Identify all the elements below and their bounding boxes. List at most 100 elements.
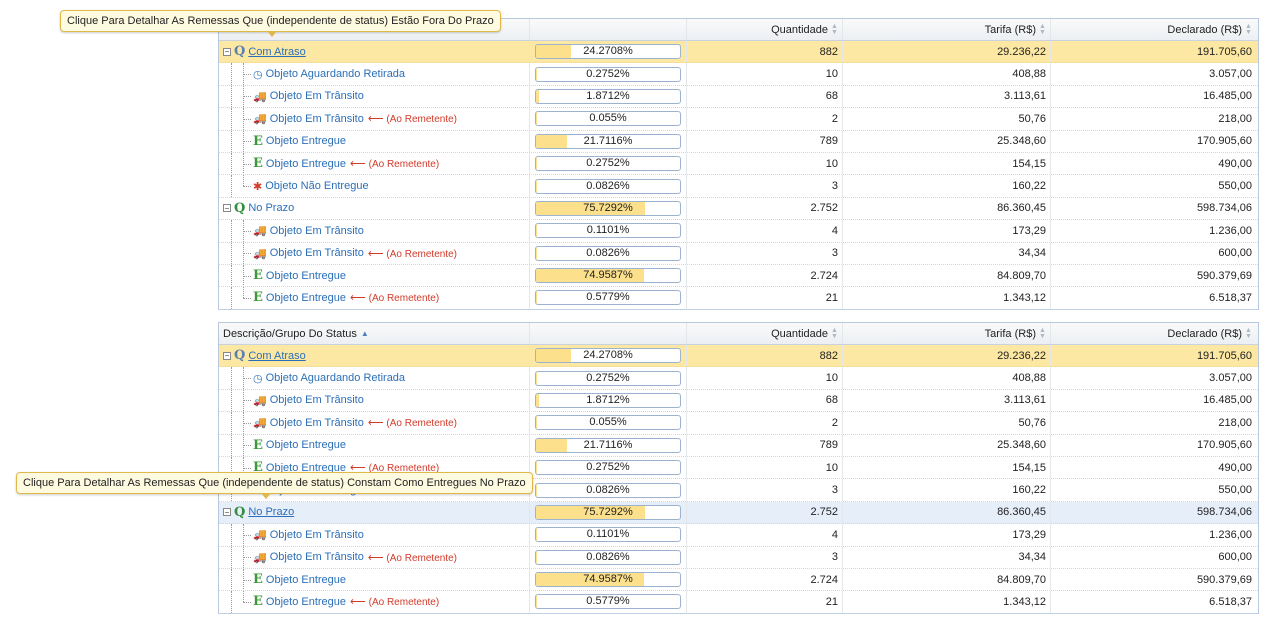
table-row[interactable]: E Objeto Entregue ⟵ (Ao Remetente) 0.5779% 2… <box>219 287 1258 310</box>
delivered-icon: E <box>253 133 263 149</box>
declarado-cell: 600,00 <box>1218 247 1252 260</box>
tarifa-cell: 1.343,12 <box>843 591 1051 613</box>
quantidade-cell: 2 <box>687 412 843 434</box>
status-label[interactable]: Objeto Entregue <box>265 595 347 608</box>
clock-icon: ◷ <box>253 372 263 385</box>
header-declarado[interactable]: Declarado (R$) ▲ ▼ <box>1051 19 1258 40</box>
status-label[interactable]: Objeto Em Trânsito <box>269 528 364 541</box>
header-tarifa[interactable]: Tarifa (R$) ▲ ▼ <box>843 323 1051 344</box>
sort-icon[interactable]: ▲ ▼ <box>1039 326 1046 340</box>
header-quantidade-label: Quantidade <box>771 23 828 36</box>
desc-cell: 🚚 Objeto Em Trânsito ⟵ (Ao Remetente) <box>219 412 530 434</box>
table-row[interactable]: ◷ Objeto Aguardando Retirada 0.2752% 10 408,… <box>219 367 1258 390</box>
desc-cell: 🚚 Objeto Em Trânsito <box>219 524 530 546</box>
table-row[interactable]: 🚚 Objeto Em Trânsito 0.1101% 4 173,29 1.236,0… <box>219 524 1258 547</box>
desc-cell: E Objeto Entregue <box>219 130 530 152</box>
pct-cell: 0.0826% <box>530 546 687 568</box>
return-label: (Ao Remetente) <box>368 463 440 475</box>
status-label[interactable]: Objeto Aguardando Retirada <box>265 372 406 385</box>
header-quantidade[interactable]: Quantidade ▲ ▼ <box>687 323 843 344</box>
tarifa-cell: 154,15 <box>843 152 1051 175</box>
table-row[interactable]: ◷ Objeto Aguardando Retirada 0.2752% 10 408,… <box>219 63 1258 86</box>
status-label[interactable]: Objeto Não Entregue <box>265 180 369 193</box>
table-row[interactable]: E Objeto Entregue ⟵ (Ao Remetente) 0.2752% 1… <box>219 152 1258 176</box>
sort-icon[interactable]: ▲ ▼ <box>831 22 838 36</box>
tree-lines <box>223 242 253 264</box>
header-declarado[interactable]: Declarado (R$) ▲ ▼ <box>1051 323 1258 344</box>
status-label[interactable]: Objeto Em Trânsito <box>269 90 364 103</box>
status-label[interactable]: Objeto Entregue <box>265 439 347 452</box>
status-label[interactable]: Objeto Em Trânsito <box>269 416 364 429</box>
grid-body: − Q Com Atraso 24.2708% 882 29.236,22 191.705,… <box>219 41 1258 310</box>
status-label[interactable]: Objeto Em Trânsito <box>269 247 364 260</box>
header-tarifa[interactable]: Tarifa (R$) ▲ ▼ <box>843 19 1051 40</box>
status-label[interactable]: Objeto Entregue <box>265 135 347 148</box>
collapse-icon[interactable]: − <box>223 203 231 213</box>
delivered-icon: E <box>253 290 263 306</box>
sort-icon[interactable]: ▲ ▼ <box>831 326 838 340</box>
table-row[interactable]: E Objeto Entregue ⟵ (Ao Remetente) 0.5779% 2… <box>219 591 1258 614</box>
status-label[interactable]: Objeto Entregue <box>265 291 347 304</box>
desc-cell: ◷ Objeto Aguardando Retirada <box>219 63 530 85</box>
progress-text: 0.2752% <box>586 371 630 384</box>
arrow-left-icon: ⟵ <box>350 158 366 171</box>
table-row[interactable]: E Objeto Entregue ⟵ (Ao Remetente) 0.2752% 1… <box>219 456 1258 480</box>
table-row[interactable]: 🚚 Objeto Em Trânsito ⟵ (Ao Remetente) 0.082… <box>219 546 1258 569</box>
table-row[interactable]: 🚚 Objeto Em Trânsito ⟵ (Ao Remetente) 0.055… <box>219 412 1258 435</box>
progress-text: 0.055% <box>589 112 627 125</box>
collapse-icon[interactable]: − <box>223 47 231 57</box>
status-label[interactable]: Objeto Entregue <box>265 461 347 474</box>
header-desc-empty[interactable] <box>219 19 530 40</box>
group-row[interactable]: − Q No Prazo 75.7292% 2.752 86.360,45 598.734,… <box>219 197 1258 221</box>
collapse-icon[interactable]: − <box>223 351 231 361</box>
sort-icon[interactable]: ▲ ▼ <box>1245 22 1252 36</box>
pct-cell: 0.0826% <box>530 175 687 197</box>
group-row[interactable]: − Q Com Atraso 24.2708% 882 29.236,22 191.705,… <box>219 345 1258 368</box>
status-label[interactable]: Objeto Em Trânsito <box>269 112 364 125</box>
header-quantidade[interactable]: Quantidade ▲ ▼ <box>687 19 843 40</box>
table-row[interactable]: 🚚 Objeto Em Trânsito 1.8712% 68 3.113,61 16.4… <box>219 85 1258 109</box>
status-label[interactable]: Objeto Entregue <box>265 157 347 170</box>
status-label[interactable]: Objeto Em Trânsito <box>269 551 364 564</box>
tarifa-cell: 1.343,12 <box>843 287 1051 309</box>
table-row[interactable]: 🚚 Objeto Em Trânsito ⟵ (Ao Remetente) 0.055… <box>219 108 1258 131</box>
table-row[interactable]: E Objeto Entregue 74.9587% 2.724 84.809,70 59… <box>219 568 1258 592</box>
header-desc[interactable]: Descrição/Grupo Do Status ▲ <box>219 323 530 344</box>
pct-cell: 21.7116% <box>530 434 687 456</box>
group-row[interactable]: − Q No Prazo 75.7292% 2.752 86.360,45 598.734,… <box>219 501 1258 525</box>
sort-icon[interactable]: ▲ ▼ <box>1039 22 1046 36</box>
pct-cell: 74.9587% <box>530 264 687 287</box>
table-row[interactable]: E Objeto Entregue 21.7116% 789 25.348,60 170.… <box>219 130 1258 153</box>
group-label[interactable]: Com Atraso <box>248 349 306 362</box>
group-row[interactable]: − Q Com Atraso 24.2708% 882 29.236,22 191.705,… <box>219 41 1258 64</box>
table-row[interactable]: 🚚 Objeto Em Trânsito 0.1101% 4 173,29 1.236,0… <box>219 220 1258 243</box>
delivered-icon: E <box>253 594 263 610</box>
quantidade-cell: 3 <box>687 479 843 501</box>
group-label[interactable]: Com Atraso <box>248 45 306 58</box>
sort-asc-icon[interactable]: ▲ <box>360 329 369 338</box>
table-row[interactable]: E Objeto Entregue 74.9587% 2.724 84.809,70 59… <box>219 264 1258 288</box>
header-pct <box>530 323 687 344</box>
desc-cell: E Objeto Entregue <box>219 434 530 456</box>
group-label[interactable]: No Prazo <box>248 202 295 215</box>
quantidade-cell: 68 <box>687 389 843 412</box>
collapse-icon[interactable]: − <box>223 507 231 517</box>
tarifa-cell: 50,76 <box>843 412 1051 434</box>
progress-text: 0.055% <box>589 416 627 429</box>
truck-icon: 🚚 <box>253 247 267 260</box>
delivered-icon: E <box>253 268 263 284</box>
return-to-sender: ⟵ (Ao Remetente) <box>350 595 439 608</box>
status-label[interactable]: Objeto Entregue <box>265 269 347 282</box>
table-row[interactable]: E Objeto Entregue 21.7116% 789 25.348,60 170.… <box>219 434 1258 457</box>
quantidade-cell: 2.752 <box>687 501 843 524</box>
status-label[interactable]: Objeto Aguardando Retirada <box>265 68 406 81</box>
declarado-cell: 1.236,00 <box>1209 528 1252 541</box>
status-label[interactable]: Objeto Em Trânsito <box>269 224 364 237</box>
sort-icon[interactable]: ▲ ▼ <box>1245 326 1252 340</box>
status-label[interactable]: Objeto Em Trânsito <box>269 394 364 407</box>
status-label[interactable]: Objeto Entregue <box>265 573 347 586</box>
table-row[interactable]: 🚚 Objeto Em Trânsito ⟵ (Ao Remetente) 0.082… <box>219 242 1258 265</box>
group-label[interactable]: No Prazo <box>248 506 295 519</box>
table-row[interactable]: 🚚 Objeto Em Trânsito 1.8712% 68 3.113,61 16.4… <box>219 389 1258 413</box>
